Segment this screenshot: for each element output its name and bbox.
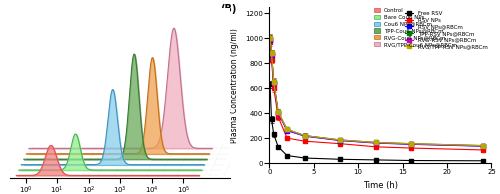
Text: (B): (B)	[220, 4, 237, 14]
Legend: Control, Bare Cou6 NPs, Cou6 NPs@RBCm, TPP-Cou6 NPs@RBCm, RVG-Cou6 NPs@RBCm, RVG: Control, Bare Cou6 NPs, Cou6 NPs@RBCm, T…	[373, 7, 458, 48]
X-axis label: Time (h): Time (h)	[363, 181, 398, 190]
Y-axis label: Plasma Concentration (ng/ml): Plasma Concentration (ng/ml)	[230, 28, 239, 143]
Legend: Free RSV, RSV NPs, RSV NPs@RBCm, TPP-RSV NPs@RBCm, RVG-RSV NPs@RBCm, RVG/TPP-RSV: Free RSV, RSV NPs, RSV NPs@RBCm, TPP-RSV…	[404, 10, 488, 50]
